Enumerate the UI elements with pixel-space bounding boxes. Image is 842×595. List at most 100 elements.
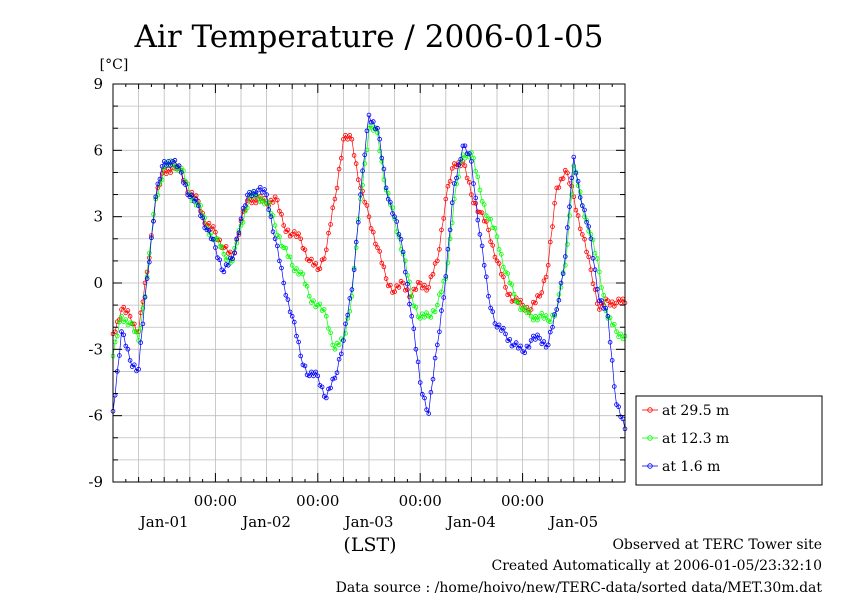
data-point [283, 292, 289, 298]
data-point [451, 181, 457, 186]
data-point [115, 333, 120, 339]
data-point [522, 307, 527, 313]
data-point [488, 305, 493, 311]
data-point [616, 296, 621, 302]
data-point [243, 203, 248, 208]
legend-swatch-marker [647, 435, 653, 441]
data-point [439, 227, 444, 233]
x-time-tick-label: 00:00 [194, 492, 237, 510]
data-point [601, 292, 606, 298]
data-point [473, 169, 479, 174]
data-point [530, 299, 536, 305]
data-point [419, 391, 425, 397]
data-point [492, 321, 498, 326]
data-point [302, 363, 308, 369]
data-point [541, 278, 547, 284]
data-point [281, 280, 287, 286]
data-point [236, 230, 242, 236]
data-point [179, 170, 184, 175]
data-point [296, 231, 301, 237]
data-point [498, 252, 504, 257]
data-point [338, 351, 344, 357]
data-point [451, 161, 457, 166]
data-point [302, 247, 308, 253]
data-point [119, 313, 124, 319]
data-point [140, 306, 146, 311]
data-point [347, 296, 353, 301]
data-point [211, 224, 216, 229]
data-point [582, 214, 587, 220]
data-point [449, 166, 455, 171]
data-point [597, 298, 602, 304]
data-point [377, 148, 383, 154]
data-point [270, 200, 276, 205]
data-point [614, 300, 619, 306]
data-point [394, 219, 400, 224]
data-point [577, 189, 583, 195]
data-point [445, 260, 451, 266]
data-point [511, 291, 517, 297]
data-point [375, 125, 380, 131]
data-point [358, 192, 363, 197]
data-point [405, 272, 410, 278]
data-point [543, 274, 549, 280]
data-point [575, 213, 581, 218]
data-point [153, 194, 159, 200]
data-point [183, 182, 188, 187]
data-point [437, 329, 442, 335]
data-point [471, 200, 476, 206]
data-point [223, 244, 229, 249]
data-point [390, 290, 395, 295]
y-tick-label: 9 [93, 75, 103, 93]
data-point [223, 262, 229, 267]
data-point [225, 262, 231, 268]
data-point [486, 227, 491, 233]
data-point [434, 258, 440, 264]
data-point [385, 196, 391, 202]
data-point [257, 193, 263, 199]
data-point [594, 256, 600, 261]
data-point [379, 260, 385, 266]
data-point [390, 205, 395, 211]
data-point [477, 209, 483, 215]
data-point [556, 297, 562, 303]
data-point [571, 163, 577, 169]
data-point [132, 362, 137, 368]
data-point [364, 128, 370, 134]
data-point [503, 331, 508, 337]
data-point [298, 353, 304, 359]
data-point [405, 287, 410, 292]
data-point [417, 380, 423, 385]
data-point [228, 249, 233, 255]
x-date-label: Jan-02 [240, 513, 291, 531]
data-point [262, 187, 267, 192]
data-point [430, 271, 436, 277]
y-tick-label: -3 [88, 340, 103, 358]
data-point [618, 331, 623, 337]
data-point [289, 313, 295, 319]
data-point [479, 210, 485, 216]
x-date-label: Jan-04 [445, 513, 496, 531]
data-point [287, 309, 293, 315]
data-point [127, 358, 133, 363]
data-point [300, 271, 306, 277]
data-point [496, 261, 502, 266]
data-point [590, 281, 596, 287]
data-point [332, 196, 338, 202]
data-point [518, 343, 523, 349]
data-point [272, 236, 278, 242]
series-2 [110, 112, 628, 432]
data-point [125, 346, 131, 352]
data-point [377, 136, 383, 142]
data-point [381, 177, 387, 183]
data-point [597, 307, 602, 312]
legend-items: at 29.5 m at 12.3 m at 1.6 m [642, 403, 729, 475]
data-point [466, 180, 472, 185]
data-point [413, 346, 419, 352]
x-time-tick-label: 00:00 [296, 492, 339, 510]
data-point [336, 342, 342, 348]
data-point [368, 123, 374, 128]
data-point [272, 194, 278, 200]
data-point [488, 217, 493, 222]
